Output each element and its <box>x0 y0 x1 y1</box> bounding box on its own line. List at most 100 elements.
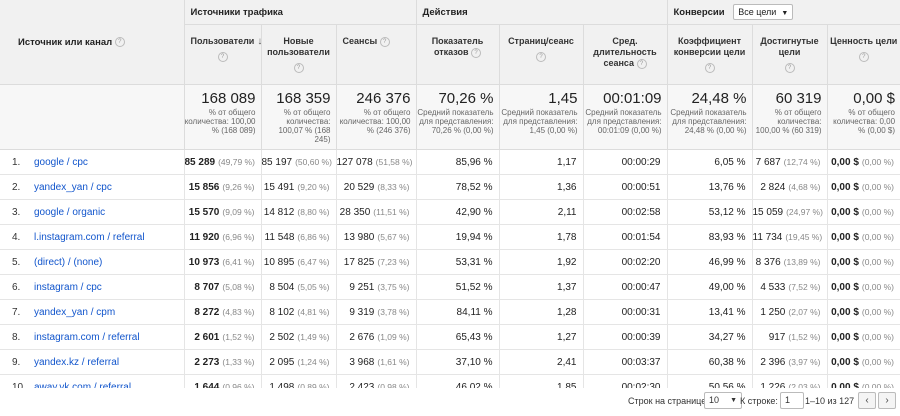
col-sessions[interactable]: Сеансы ? <box>335 24 416 85</box>
table-row: 1. google / cpc 85 289 (49,79 %) 85 197 (50,6… <box>0 149 900 175</box>
goals-select[interactable]: Все цели ▼ <box>733 4 794 20</box>
help-icon[interactable]: ? <box>784 62 795 73</box>
conv-rate-cell: 34,27 % <box>666 324 752 350</box>
source-link[interactable]: instagram / cpc <box>34 281 102 293</box>
value-cell: 0,00 $ (0,00 %) <box>826 349 900 375</box>
pages-cell: 2,11 <box>498 199 583 225</box>
goals-cell: 1 250 (2,07 %) <box>751 299 827 325</box>
col-new-users[interactable]: Новые пользователи? <box>260 24 336 85</box>
sessions-cell: 28 350 (11,51 %) <box>335 199 416 225</box>
pages-cell: 1,28 <box>498 299 583 325</box>
sessions-cell: 9 251 (3,75 %) <box>335 274 416 300</box>
rows-per-page-select[interactable]: 10 ▼ <box>704 392 742 409</box>
goals-cell: 2 396 (3,97 %) <box>751 349 827 375</box>
users-cell: 15 856 (9,26 %) <box>183 174 261 200</box>
source-cell: 8. instagram.com / referral <box>0 324 184 350</box>
bounce-cell: 42,90 % <box>415 199 499 225</box>
users-cell: 2 273 (1,33 %) <box>183 349 261 375</box>
row-number: 7. <box>12 306 21 318</box>
duration-cell: 00:00:47 <box>582 274 667 300</box>
table-row: 5. (direct) / (none) 10 973 (6,41 %) 10 895(… <box>0 249 900 275</box>
help-icon[interactable]: ? <box>379 36 390 47</box>
col-bounce[interactable]: Показатель отказов ? <box>415 24 499 85</box>
conv-rate-cell: 13,41 % <box>666 299 752 325</box>
row-number: 6. <box>12 281 21 293</box>
value-cell: 0,00 $ (0,00 %) <box>826 274 900 300</box>
conv-rate-cell: 13,76 % <box>666 174 752 200</box>
total-value: 0,00 $% от общего количества: 0,00 % (0,… <box>826 84 900 150</box>
conv-rate-cell: 6,05 % <box>666 149 752 175</box>
duration-cell: 00:00:51 <box>582 174 667 200</box>
help-icon[interactable]: ? <box>293 62 304 73</box>
goals-cell: 2 824 (4,68 %) <box>751 174 827 200</box>
pagination-footer: Строк на странице: 10 ▼ К строке: 1 1–10 … <box>0 388 900 416</box>
page-range: 1–10 из 127 <box>805 396 855 406</box>
pages-cell: 1,92 <box>498 249 583 275</box>
table-row: 3. google / organic 15 570 (9,09 %) 14 812 (8… <box>0 199 900 225</box>
new-users-cell: 10 895 (6,47 %) <box>260 249 336 275</box>
total-sessions: 246 376% от общего количества: 100,00 % … <box>335 84 416 150</box>
sessions-cell: 9 319 (3,78 %) <box>335 299 416 325</box>
source-link[interactable]: away.vk.com / referral <box>34 381 132 393</box>
duration-cell: 00:02:58 <box>582 199 667 225</box>
total-conv-rate: 24,48 % Средний показатель для представле… <box>666 84 752 150</box>
duration-cell: 00:00:31 <box>582 299 667 325</box>
value-cell: 0,00 $ (0,00 %) <box>826 149 900 175</box>
go-to-row-input[interactable]: 1 <box>780 392 804 409</box>
row-number: 10. <box>12 381 26 393</box>
row-number: 4. <box>12 231 21 243</box>
source-cell: 9. yandex.kz / referral <box>0 349 184 375</box>
prev-page-button[interactable]: ‹ <box>858 392 876 409</box>
source-link[interactable]: yandex_yan / cpc <box>34 181 112 193</box>
row-number: 5. <box>12 256 21 268</box>
col-goals[interactable]: Достигнутые цели? <box>751 24 827 85</box>
source-link[interactable]: google / organic <box>34 206 106 218</box>
source-cell: 2. yandex_yan / cpc <box>0 174 184 200</box>
source-link[interactable]: l.instagram.com / referral <box>34 231 145 243</box>
source-cell: 6. instagram / cpc <box>0 274 184 300</box>
col-value[interactable]: Ценность цели? <box>826 24 900 85</box>
help-icon[interactable]: ? <box>114 36 125 47</box>
conv-rate-cell: 60,38 % <box>666 349 752 375</box>
help-icon[interactable]: ? <box>704 62 715 73</box>
pages-cell: 1,17 <box>498 149 583 175</box>
table-row: 2. yandex_yan / cpc 15 856 (9,26 %) 15 491 (9… <box>0 174 900 200</box>
col-duration[interactable]: Сред. длительность сеанса ? <box>582 24 667 85</box>
users-cell: 8 707 (5,08 %) <box>183 274 261 300</box>
chevron-down-icon: ▼ <box>730 397 737 404</box>
source-link[interactable]: (direct) / (none) <box>34 256 103 268</box>
value-cell: 0,00 $ (0,00 %) <box>826 199 900 225</box>
new-users-cell: 8 102 (4,81 %) <box>260 299 336 325</box>
source-cell: 7. yandex_yan / cpm <box>0 299 184 325</box>
goals-cell: 11 734 (19,45 %) <box>751 224 827 250</box>
help-icon[interactable]: ? <box>536 51 546 62</box>
totals-row: 168 089% от общего количества: 100,00 % … <box>0 84 900 150</box>
col-conv-rate[interactable]: Коэффициент конверсии цели? <box>666 24 752 85</box>
source-cell: 1. google / cpc <box>0 149 184 175</box>
total-users: 168 089% от общего количества: 100,00 % … <box>183 84 261 150</box>
col-pages[interactable]: Страниц/сеанс? <box>498 24 583 85</box>
source-link[interactable]: yandex_yan / cpm <box>34 306 116 318</box>
source-link[interactable]: google / cpc <box>34 156 88 168</box>
col-users[interactable]: Пользователи↓? <box>183 24 261 85</box>
help-icon[interactable]: ? <box>858 51 869 62</box>
help-icon[interactable]: ? <box>636 58 647 69</box>
goals-cell: 917 (1,52 %) <box>751 324 827 350</box>
conv-rate-cell: 83,93 % <box>666 224 752 250</box>
group-traffic-header: Источники трафика <box>183 0 416 25</box>
help-icon[interactable]: ? <box>217 51 228 62</box>
sessions-cell: 2 676 (1,09 %) <box>335 324 416 350</box>
bounce-cell: 53,31 % <box>415 249 499 275</box>
rows-per-page-label: Строк на странице: <box>628 396 709 406</box>
source-link[interactable]: instagram.com / referral <box>34 331 140 343</box>
source-cell: 4. l.instagram.com / referral <box>0 224 184 250</box>
row-number: 1. <box>12 156 21 168</box>
bounce-cell: 85,96 % <box>415 149 499 175</box>
next-page-button[interactable]: › <box>878 392 896 409</box>
source-link[interactable]: yandex.kz / referral <box>34 356 120 368</box>
pages-cell: 1,36 <box>498 174 583 200</box>
help-icon[interactable]: ? <box>471 47 482 58</box>
analytics-table: Источник или канал ? Источники трафика Д… <box>0 0 900 400</box>
total-duration: 00:01:09 Средний показатель для представл… <box>582 84 667 150</box>
goals-cell: 4 533 (7,52 %) <box>751 274 827 300</box>
